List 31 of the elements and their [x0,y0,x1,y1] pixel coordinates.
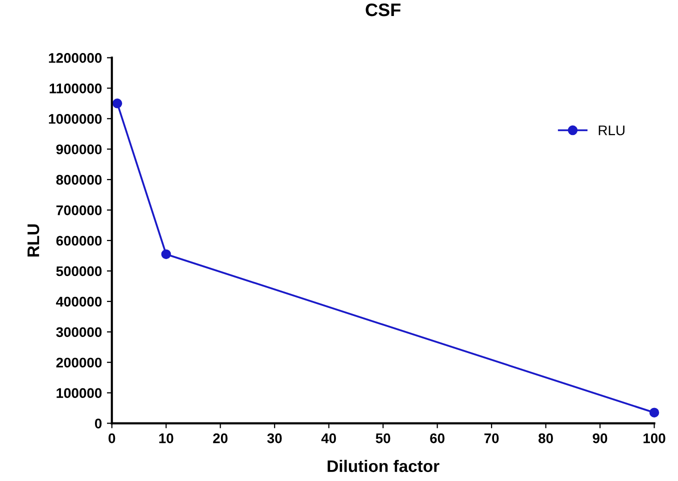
x-tick-label: 50 [376,433,390,444]
x-tick-label: 40 [321,433,336,444]
y-tick-label: 1100000 [50,84,102,94]
x-tick-label: 100 [644,433,666,444]
x-tick-label: 20 [213,433,228,444]
x-tick-label: 60 [430,433,444,444]
y-axis-title: RLU [28,224,40,257]
x-axis-title: Dilution factor [328,460,440,472]
point [112,98,122,108]
point [161,249,171,260]
y-tick-label: 800000 [56,174,102,185]
x-tick-label: 80 [538,433,553,444]
y-tick-label: 1000000 [48,114,102,124]
y-tick-label: 200000 [56,358,102,368]
chart-title: CSF [366,3,400,16]
x-tick-label: 10 [159,433,174,444]
x-tick-label: 70 [484,433,499,444]
legend-label: RLU [598,126,624,136]
y-tick-label: 300000 [56,327,102,338]
y-tick-label: 500000 [56,266,102,276]
y-tick-label: 100000 [56,388,102,398]
y-tick-label: 700000 [56,205,102,216]
x-tick-label: 0 [108,433,116,444]
y-tick-label: 900000 [56,144,102,154]
y-tick-label: 0 [94,418,102,428]
x-tick-label: 90 [592,433,608,444]
y-tick-label: 600000 [56,236,102,246]
point [649,408,660,418]
y-tick-label: 400000 [56,296,102,307]
x-tick-label: 30 [267,433,282,444]
y-tick-label: 1200000 [48,53,102,63]
